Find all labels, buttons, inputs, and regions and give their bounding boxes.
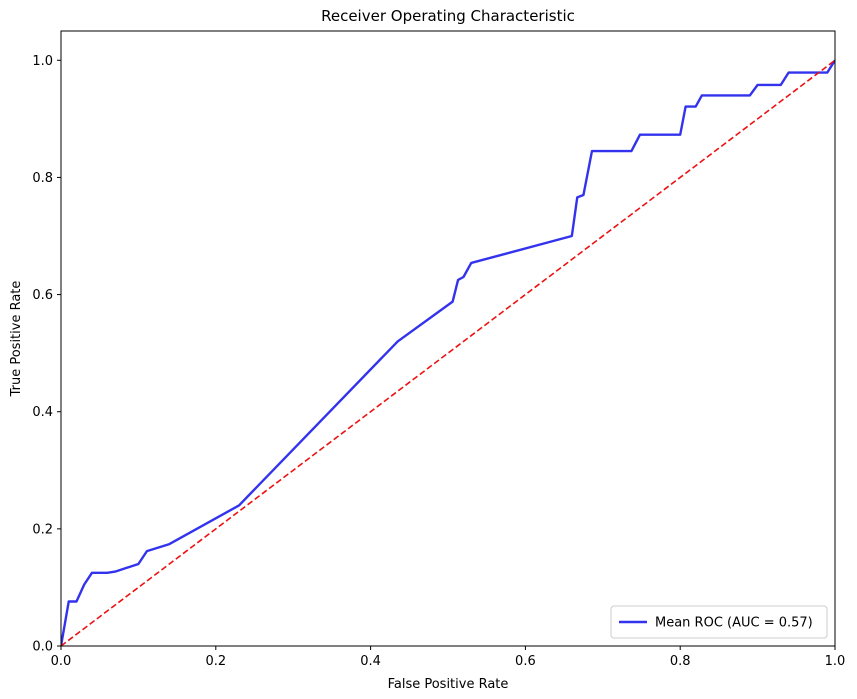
x-tick-label: 0.4 (360, 654, 381, 669)
y-tick-label: 0.0 (32, 640, 53, 655)
x-tick-label: 1.0 (825, 654, 846, 669)
legend-box (610, 605, 828, 639)
x-tick-label: 0.6 (515, 654, 536, 669)
y-tick-label: 1.0 (32, 54, 53, 69)
legend: Mean ROC (AUC = 0.57) (610, 605, 828, 639)
legend-label: Mean ROC (AUC = 0.57) (655, 616, 813, 631)
y-tick-label: 0.2 (32, 522, 53, 537)
x-tick-label: 0.2 (205, 654, 226, 669)
plot-area (60, 30, 836, 647)
x-tick-label: 0.8 (670, 654, 691, 669)
chance-line (61, 59, 835, 646)
x-tick-label: 0.0 (51, 654, 72, 669)
mean-roc-line (61, 59, 835, 646)
y-axis-label: True Positive Rate (9, 281, 24, 398)
axes-frame (60, 30, 836, 647)
y-tick-label: 0.6 (32, 288, 53, 303)
x-axis: 0.0 0.2 0.4 0.6 0.8 1.0 (51, 646, 846, 669)
series-layer (61, 59, 835, 646)
y-tick-label: 0.4 (32, 405, 53, 420)
y-axis: 0.0 0.2 0.4 0.6 0.8 1.0 (32, 54, 61, 655)
chart-title: Receiver Operating Characteristic (321, 7, 575, 25)
x-axis-label: False Positive Rate (388, 677, 509, 692)
y-tick-label: 0.8 (32, 171, 53, 186)
